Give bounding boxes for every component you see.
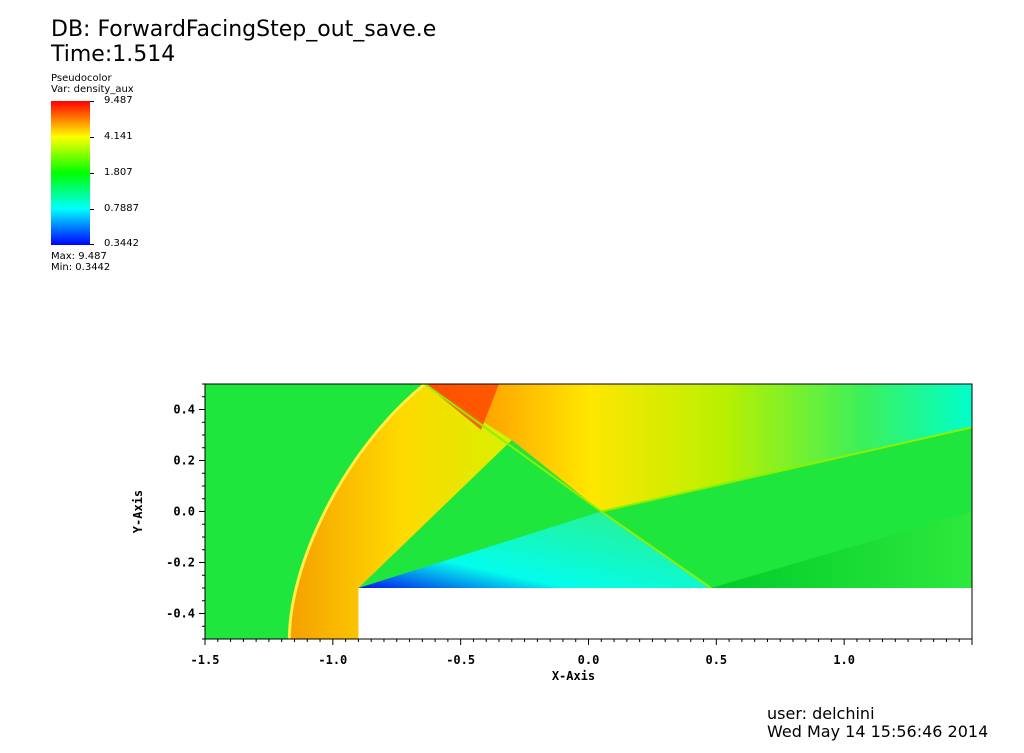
x-tick-label: -0.5 bbox=[446, 653, 475, 667]
colorbar-label: 0.3442 bbox=[104, 238, 139, 249]
density-field bbox=[205, 384, 972, 639]
x-tick-label: 0.0 bbox=[578, 653, 600, 667]
colorbar-tick bbox=[90, 209, 94, 210]
expansion-fan-region bbox=[358, 511, 712, 588]
legend-variable: Var: density_aux bbox=[51, 84, 134, 95]
y-tick-label: -0.4 bbox=[166, 607, 195, 621]
x-axis: -1.5 -1.0 -0.5 0.0 0.5 1.0 bbox=[191, 639, 973, 667]
y-axis: 0.4 0.2 0.0 -0.2 -0.4 bbox=[166, 383, 205, 640]
y-tick-label: -0.2 bbox=[166, 556, 195, 570]
colorbar-tick bbox=[90, 244, 94, 245]
y-tick-label: 0.2 bbox=[173, 454, 195, 468]
colorbar bbox=[51, 101, 90, 245]
x-tick-label: -1.5 bbox=[191, 653, 220, 667]
legend-min: Min: 0.3442 bbox=[51, 262, 111, 273]
legend-max: Max: 9.487 bbox=[51, 251, 107, 262]
x-tick-label: -1.0 bbox=[318, 653, 347, 667]
user-label: user: delchini bbox=[767, 704, 875, 723]
reflected-shock-line bbox=[424, 384, 972, 589]
step-obstacle bbox=[358, 588, 972, 639]
reflected-shock-region bbox=[711, 511, 972, 588]
bow-shock-line bbox=[287, 384, 426, 639]
colorbar-label: 1.807 bbox=[104, 167, 133, 178]
x-axis-title: X-Axis bbox=[552, 669, 595, 683]
y-tick-label: 0.0 bbox=[173, 505, 195, 519]
y-axis-title: Y-Axis bbox=[131, 490, 145, 533]
triple-point-hotspot bbox=[424, 384, 499, 430]
db-title: DB: ForwardFacingStep_out_save.e bbox=[51, 17, 437, 42]
x-tick-label: 1.0 bbox=[833, 653, 855, 667]
bow-shock-region bbox=[289, 384, 512, 639]
colorbar-tick bbox=[90, 137, 94, 138]
colorbar-tick bbox=[90, 101, 94, 102]
legend-plot-type: Pseudocolor bbox=[51, 73, 112, 84]
colorbar-label: 4.141 bbox=[104, 131, 133, 142]
colorbar-tick bbox=[90, 173, 94, 174]
colorbar-label: 0.7887 bbox=[104, 203, 139, 214]
colorbar-label: 9.487 bbox=[104, 95, 133, 106]
timestamp-label: Wed May 14 15:56:46 2014 bbox=[767, 722, 989, 741]
y-tick-label: 0.4 bbox=[173, 403, 195, 417]
upper-flow-region bbox=[424, 384, 972, 512]
x-tick-label: 0.5 bbox=[705, 653, 727, 667]
time-label: Time:1.514 bbox=[51, 42, 176, 67]
